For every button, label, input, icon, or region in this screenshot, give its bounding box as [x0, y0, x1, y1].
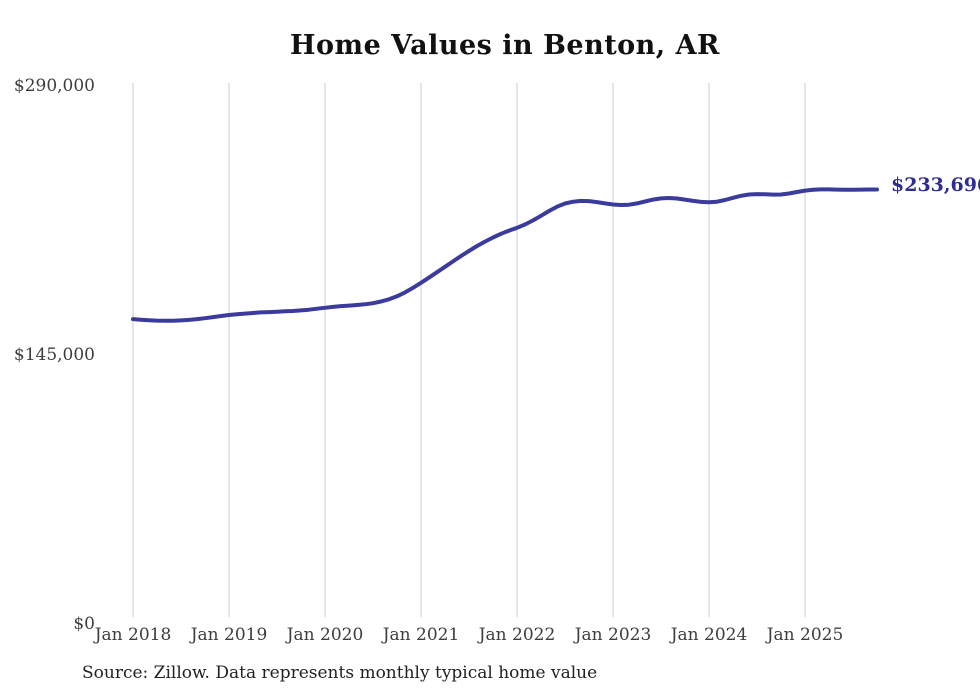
y-tick-label: $0 [73, 614, 95, 634]
x-tick-label: Jan 2023 [573, 625, 652, 645]
x-tick-label: Jan 2022 [477, 625, 556, 645]
chart-title: Home Values in Benton, AR [289, 30, 720, 61]
y-tick-label: $290,000 [14, 76, 95, 96]
x-tick-label: Jan 2024 [669, 625, 748, 645]
source-note: Source: Zillow. Data represents monthly … [82, 663, 598, 683]
x-tick-label: Jan 2018 [93, 625, 172, 645]
x-tick-label: Jan 2021 [381, 625, 460, 645]
latest-value-label: $233,696 [891, 174, 980, 197]
y-tick-label: $145,000 [14, 345, 95, 365]
x-tick-label: Jan 2025 [765, 625, 844, 645]
x-tick-label: Jan 2019 [189, 625, 268, 645]
home-value-line [131, 187, 879, 323]
x-tick-label: Jan 2020 [285, 625, 364, 645]
